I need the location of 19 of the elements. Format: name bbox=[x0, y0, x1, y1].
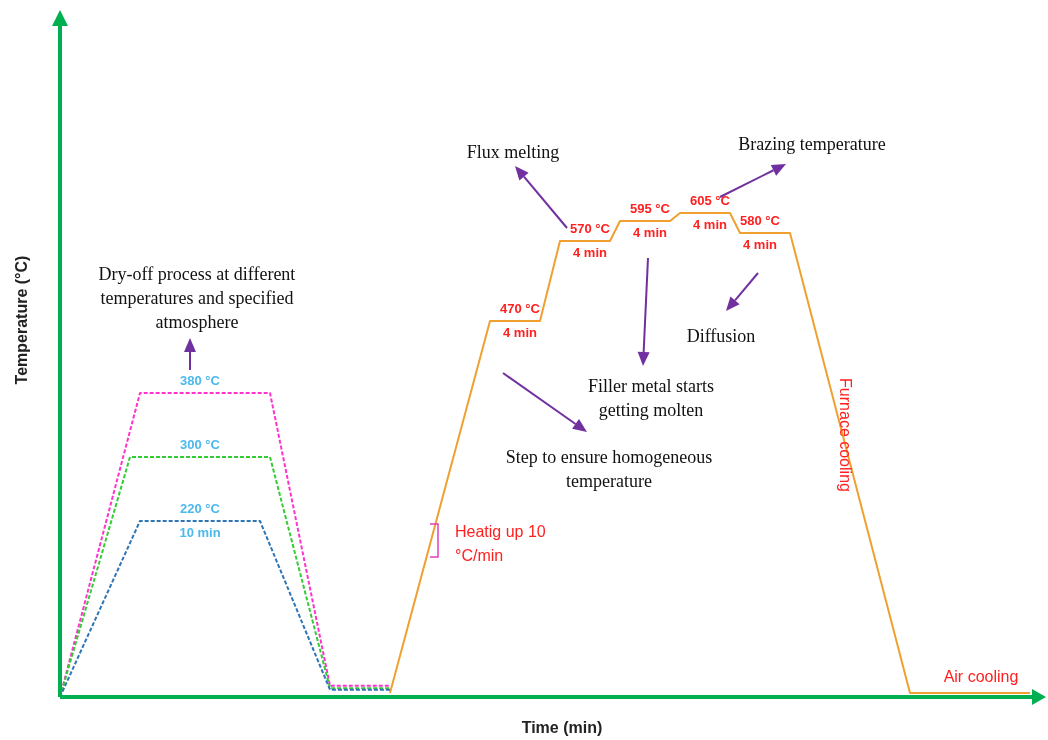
data-label: 380 °C bbox=[180, 373, 221, 389]
annotation: Heatig up 10 °C/min bbox=[455, 522, 547, 566]
annotation: Step to ensure homogeneous temperature bbox=[504, 446, 714, 493]
data-label: 580 °C 4 min bbox=[740, 213, 781, 253]
annotation: Filler metal starts getting molten bbox=[587, 375, 715, 422]
x-axis-title: Time (min) bbox=[520, 718, 604, 738]
annotation: Air cooling bbox=[942, 667, 1020, 687]
data-label: 595 °C 4 min bbox=[630, 201, 671, 241]
annotation: Diffusion bbox=[685, 325, 757, 348]
text: Brazing temperature bbox=[737, 133, 887, 156]
y-axis-title: Temperature (°C) bbox=[12, 254, 31, 387]
data-label: 300 °C bbox=[180, 437, 221, 453]
annotation: Furnace cooling bbox=[836, 377, 855, 494]
data-label: 470 °C 4 min bbox=[500, 301, 541, 341]
text: Flux melting bbox=[465, 141, 561, 164]
data-label: 570 °C 4 min bbox=[570, 221, 611, 261]
annotation: Dry-off process at different temperatures and specified atmosphere bbox=[97, 263, 297, 334]
data-label: 220 °C 10 min bbox=[179, 501, 221, 541]
data-label: 605 °C 4 min bbox=[690, 193, 731, 233]
